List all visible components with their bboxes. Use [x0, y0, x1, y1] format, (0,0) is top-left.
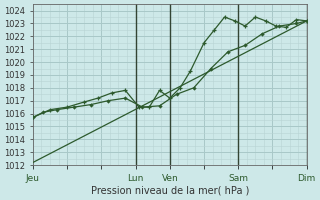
X-axis label: Pression niveau de la mer( hPa ): Pression niveau de la mer( hPa ): [91, 186, 249, 196]
